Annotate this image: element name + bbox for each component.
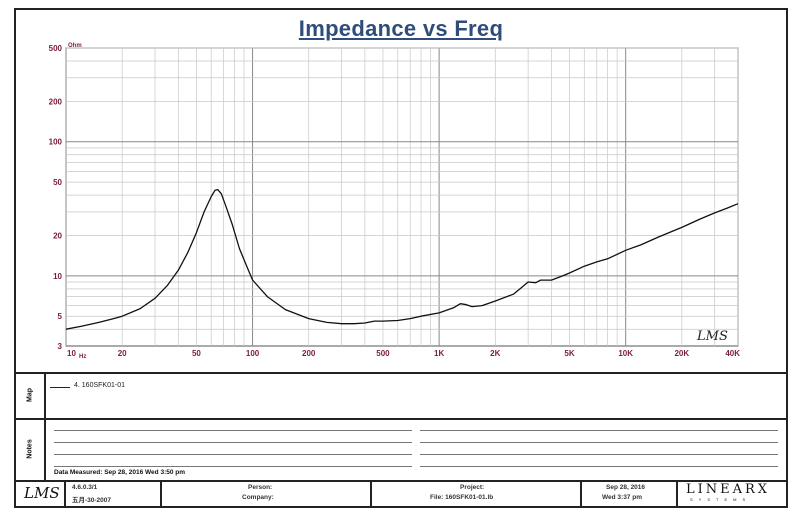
x-tick-layer: 10 20 50 100 200 500 1K 2K 5K 10K 20K 40K — [67, 349, 740, 358]
y-tick-label: 100 — [49, 138, 63, 147]
x-tick-label: 200 — [302, 349, 316, 358]
company-label: Company: — [242, 494, 274, 501]
y-tick-label: 20 — [53, 231, 62, 240]
note-line — [420, 430, 778, 431]
note-line — [420, 442, 778, 443]
person-label: Person: — [248, 484, 273, 491]
note-line — [54, 466, 412, 467]
x-tick-label: 2K — [490, 349, 500, 358]
note-line — [54, 442, 412, 443]
legend-swatch — [50, 387, 70, 388]
plot-area — [65, 47, 739, 347]
version-text: 4.6.0.3/1 — [72, 484, 98, 491]
map-tab: Map — [16, 372, 46, 418]
x-unit-label: Hz — [79, 354, 86, 360]
footer-logo-cell: LMS — [16, 480, 66, 506]
note-line — [54, 430, 412, 431]
y-tick-label: 3 — [58, 342, 63, 351]
linearx-subtitle: SYSTEMS — [690, 497, 752, 502]
legend-entry: 4. 160SFK01-01 — [74, 382, 125, 389]
map-panel: Map 4. 160SFK01-01 — [16, 372, 786, 420]
x-tick-label: 10K — [618, 349, 633, 358]
footer-version-cell: 4.6.0.3/1 五月-30-2007 — [66, 480, 162, 506]
y-tick-label: 50 — [53, 178, 62, 187]
note-line — [420, 466, 778, 467]
notes-panel: Notes Data Measured: Sep 28, 2016 Wed 3:… — [16, 418, 786, 482]
y-tick-label: 10 — [53, 272, 62, 281]
note-line — [54, 454, 412, 455]
linearx-logo: LINEARX — [686, 482, 771, 497]
x-tick-label: 20K — [674, 349, 689, 358]
footer-brand-cell: LINEARX SYSTEMS — [678, 480, 786, 506]
notes-tab: Notes — [16, 418, 46, 480]
impedance-series-line — [65, 188, 739, 330]
note-line — [420, 454, 778, 455]
day-time-text: Wed 3:37 pm — [602, 494, 642, 501]
x-tick-label: 5K — [564, 349, 574, 358]
footer-date-cell: Sep 28, 2016 Wed 3:37 pm — [582, 480, 678, 506]
footer: LMS 4.6.0.3/1 五月-30-2007 Person: Company… — [16, 480, 786, 506]
project-label: Project: — [460, 484, 485, 491]
lms-watermark: LMS — [696, 329, 728, 344]
footer-project-cell: Project: File: 160SFK01-01.lb — [372, 480, 582, 506]
x-tick-label: 50 — [192, 349, 201, 358]
date-text: Sep 28, 2016 — [606, 484, 646, 491]
measured-text: Data Measured: Sep 28, 2016 Wed 3:50 pm — [54, 469, 186, 476]
series-layer — [65, 188, 739, 330]
x-tick-label: 1K — [434, 349, 444, 358]
x-tick-label: 40K — [725, 349, 740, 358]
y-tick-label: 200 — [49, 97, 63, 106]
y-unit-label: Ohm — [68, 43, 82, 49]
chart-title: Impedance vs Freq — [298, 16, 504, 41]
grid-layer — [65, 47, 739, 347]
version-date: 五月-30-2007 — [72, 497, 112, 504]
file-label: File: 160SFK01-01.lb — [430, 494, 494, 501]
y-tick-label: 500 — [49, 44, 63, 53]
x-tick-label: 500 — [376, 349, 390, 358]
plot-panel: Impedance vs Freq 500 200 100 50 20 10 5 3 10 20… — [16, 10, 786, 374]
x-tick-label: 20 — [118, 349, 127, 358]
x-tick-label: 100 — [246, 349, 260, 358]
report-frame: Impedance vs Freq 500 200 100 50 20 10 5 3 10 20… — [14, 8, 788, 508]
x-tick-label: 10 — [67, 349, 76, 358]
footer-person-cell: Person: Company: — [162, 480, 372, 506]
lms-logo: LMS — [24, 484, 60, 502]
y-tick-layer: 500 200 100 50 20 10 5 3 — [49, 44, 63, 351]
y-tick-label: 5 — [58, 312, 63, 321]
